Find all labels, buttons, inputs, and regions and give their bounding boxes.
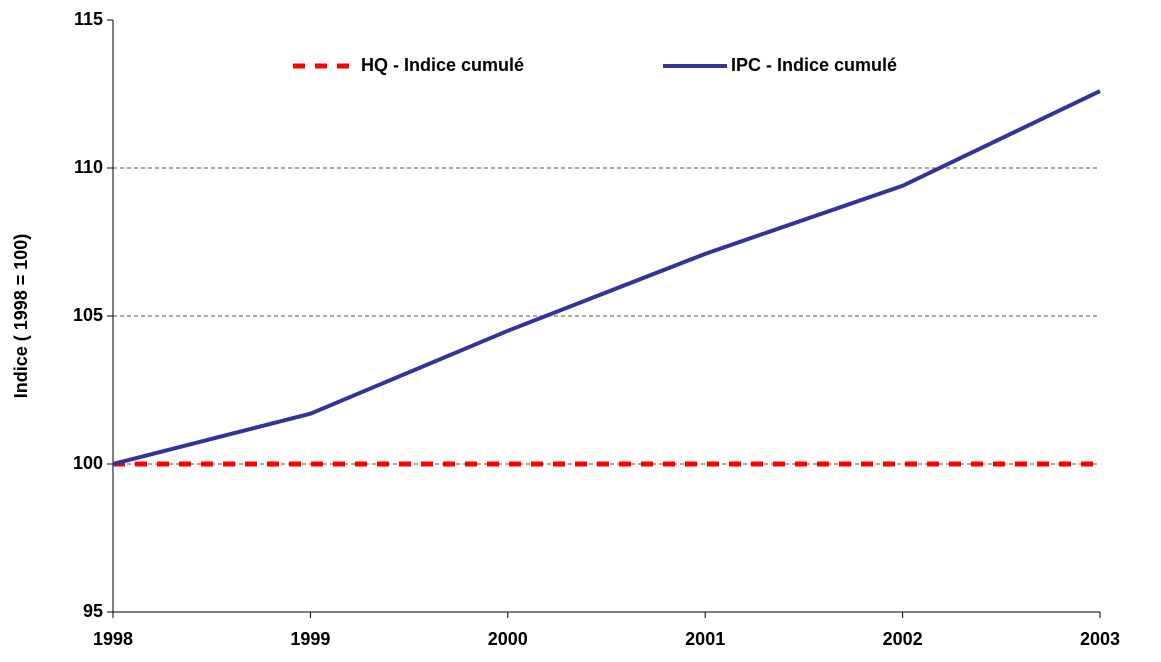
x-tick-label: 2000 <box>488 629 528 649</box>
x-tick-label: 2001 <box>685 629 725 649</box>
y-tick-label: 115 <box>74 9 103 29</box>
y-tick-label: 95 <box>83 601 103 621</box>
legend-label: HQ - Indice cumulé <box>361 55 524 75</box>
y-tick-label: 110 <box>74 157 103 177</box>
y-tick-label: 105 <box>73 305 103 325</box>
x-tick-label: 1999 <box>290 629 330 649</box>
x-tick-label: 1998 <box>93 629 133 649</box>
legend-label: IPC - Indice cumulé <box>731 55 897 75</box>
y-tick-label: 100 <box>73 453 103 473</box>
line-series <box>112 89 1101 466</box>
y-axis-label: Indice ( 1998 = 100) <box>11 234 31 399</box>
x-tick-label: 2002 <box>883 629 923 649</box>
x-tick-label: 2003 <box>1080 629 1120 649</box>
